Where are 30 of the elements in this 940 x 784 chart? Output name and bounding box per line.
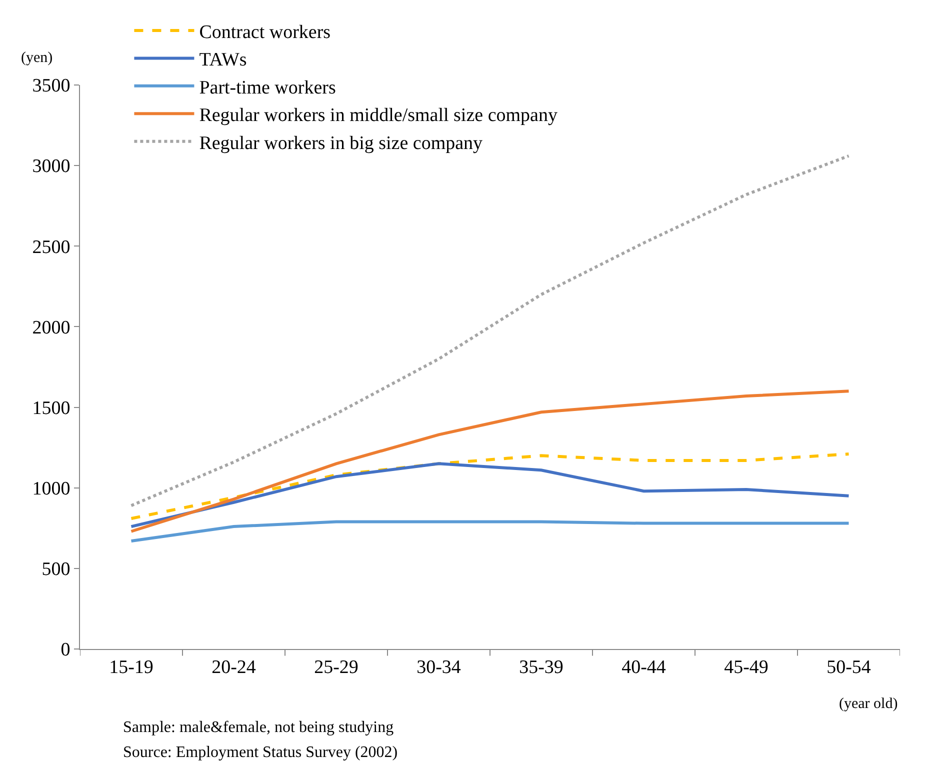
x-tick-label: 15-19 bbox=[109, 656, 154, 678]
line-series bbox=[130, 462, 850, 528]
line-series bbox=[130, 452, 850, 520]
x-tick-label: 35-39 bbox=[519, 656, 564, 678]
x-tick-label: 25-29 bbox=[314, 656, 358, 678]
legend-label: Contract workers bbox=[199, 22, 331, 43]
y-axis-title: (yen) bbox=[21, 50, 53, 66]
y-tick-label: 2500 bbox=[32, 236, 70, 258]
y-tick-label: 0 bbox=[60, 640, 70, 661]
source-note: Source: Employment Status Survey (2002) bbox=[123, 744, 398, 761]
line-series bbox=[130, 390, 850, 533]
x-tick-label: 20-24 bbox=[212, 656, 256, 678]
line-series bbox=[130, 520, 850, 543]
x-axis-title: (year old) bbox=[839, 696, 898, 712]
x-tick-label: 40-44 bbox=[622, 656, 666, 678]
x-tick-label: 30-34 bbox=[416, 656, 462, 678]
x-tick-label: 45-49 bbox=[724, 656, 768, 678]
y-tick-label: 1000 bbox=[32, 478, 70, 500]
legend-label: Regular workers in middle/small size company bbox=[199, 105, 558, 126]
y-tick-label: 2000 bbox=[32, 317, 70, 338]
text: Sample: male&female, not being studying bbox=[123, 719, 394, 736]
legend-label: Regular workers in big size company bbox=[199, 132, 484, 154]
legend-label: TAWs bbox=[199, 50, 247, 71]
y-tick-label: 3000 bbox=[32, 156, 70, 178]
line-series bbox=[130, 154, 850, 508]
x-tick-label: 50-54 bbox=[826, 656, 872, 678]
legend-label: Part-time workers bbox=[199, 77, 336, 98]
y-tick-label: 3500 bbox=[32, 76, 70, 97]
y-tick-label: 1500 bbox=[32, 398, 70, 419]
y-tick-label: 500 bbox=[42, 559, 70, 580]
